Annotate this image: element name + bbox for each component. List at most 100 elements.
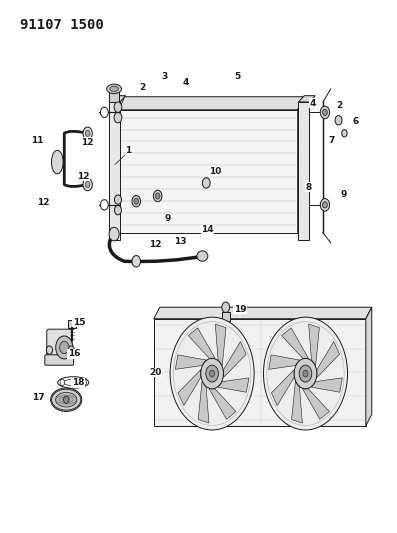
Ellipse shape: [107, 84, 121, 94]
Polygon shape: [299, 96, 315, 102]
FancyBboxPatch shape: [154, 319, 366, 426]
Text: 1: 1: [125, 146, 131, 155]
Circle shape: [114, 102, 122, 112]
Circle shape: [46, 346, 52, 354]
Circle shape: [153, 190, 162, 201]
Polygon shape: [269, 355, 299, 369]
Polygon shape: [224, 342, 246, 377]
Polygon shape: [312, 378, 342, 392]
Polygon shape: [308, 324, 320, 366]
Circle shape: [299, 365, 312, 382]
Text: 4: 4: [183, 78, 189, 87]
Ellipse shape: [197, 251, 208, 261]
Text: 12: 12: [148, 239, 161, 248]
Circle shape: [294, 358, 317, 389]
Circle shape: [83, 178, 92, 191]
Polygon shape: [109, 96, 126, 102]
Text: 16: 16: [68, 349, 80, 358]
Polygon shape: [188, 328, 215, 358]
Circle shape: [100, 200, 108, 210]
Polygon shape: [298, 97, 304, 232]
Polygon shape: [218, 378, 249, 392]
Polygon shape: [175, 355, 206, 369]
Circle shape: [114, 112, 122, 123]
Circle shape: [109, 228, 119, 241]
Circle shape: [222, 302, 229, 312]
Text: 6: 6: [352, 117, 358, 126]
Ellipse shape: [56, 392, 77, 407]
Circle shape: [342, 130, 347, 137]
Text: 12: 12: [77, 172, 89, 181]
Text: 4: 4: [309, 99, 316, 108]
FancyBboxPatch shape: [68, 320, 76, 328]
FancyBboxPatch shape: [299, 102, 309, 240]
Polygon shape: [209, 389, 236, 419]
Circle shape: [114, 205, 121, 215]
Circle shape: [264, 317, 347, 430]
FancyBboxPatch shape: [45, 355, 73, 365]
Circle shape: [201, 358, 224, 389]
Text: 2: 2: [336, 101, 343, 110]
Ellipse shape: [110, 86, 118, 92]
Circle shape: [83, 127, 92, 140]
Circle shape: [323, 109, 327, 116]
Polygon shape: [215, 324, 226, 366]
Circle shape: [134, 198, 139, 204]
Circle shape: [82, 379, 87, 385]
Circle shape: [320, 106, 330, 119]
Polygon shape: [282, 328, 308, 358]
Circle shape: [85, 130, 90, 136]
Text: 12: 12: [37, 198, 49, 207]
Text: 2: 2: [139, 83, 145, 92]
Circle shape: [303, 370, 308, 377]
Polygon shape: [317, 342, 339, 377]
FancyBboxPatch shape: [47, 329, 72, 359]
Polygon shape: [119, 97, 304, 110]
Text: 7: 7: [329, 135, 335, 144]
Circle shape: [100, 107, 108, 118]
FancyBboxPatch shape: [109, 102, 120, 240]
FancyBboxPatch shape: [109, 92, 119, 102]
Text: 12: 12: [81, 138, 93, 147]
Circle shape: [170, 317, 254, 430]
Circle shape: [114, 195, 121, 204]
Circle shape: [323, 201, 327, 208]
Text: 20: 20: [150, 368, 162, 377]
Polygon shape: [154, 307, 372, 319]
Circle shape: [206, 365, 218, 382]
Text: 13: 13: [173, 237, 186, 246]
Circle shape: [60, 379, 65, 385]
Polygon shape: [178, 370, 201, 406]
Ellipse shape: [58, 377, 89, 388]
FancyBboxPatch shape: [119, 110, 298, 232]
Text: 17: 17: [32, 393, 44, 401]
Text: 9: 9: [164, 214, 171, 223]
Polygon shape: [198, 382, 209, 423]
Text: 10: 10: [209, 167, 221, 176]
Text: 15: 15: [73, 318, 85, 327]
Circle shape: [320, 199, 330, 211]
Circle shape: [68, 346, 74, 354]
Ellipse shape: [51, 388, 82, 411]
Text: 8: 8: [305, 183, 312, 191]
Circle shape: [132, 196, 141, 207]
Circle shape: [132, 255, 141, 267]
Circle shape: [60, 341, 69, 354]
Text: 19: 19: [234, 305, 247, 314]
Text: 3: 3: [161, 72, 168, 82]
Circle shape: [64, 396, 69, 403]
Polygon shape: [291, 382, 303, 423]
Text: 5: 5: [234, 72, 241, 82]
Text: 11: 11: [31, 135, 44, 144]
Circle shape: [210, 370, 215, 377]
Circle shape: [56, 336, 73, 359]
Polygon shape: [303, 389, 329, 419]
Ellipse shape: [52, 150, 63, 174]
Polygon shape: [366, 307, 372, 426]
Text: 14: 14: [201, 225, 214, 235]
Circle shape: [202, 177, 210, 188]
Circle shape: [155, 193, 160, 199]
Circle shape: [85, 181, 90, 188]
FancyBboxPatch shape: [222, 312, 229, 321]
Text: 91107 1500: 91107 1500: [19, 19, 103, 33]
